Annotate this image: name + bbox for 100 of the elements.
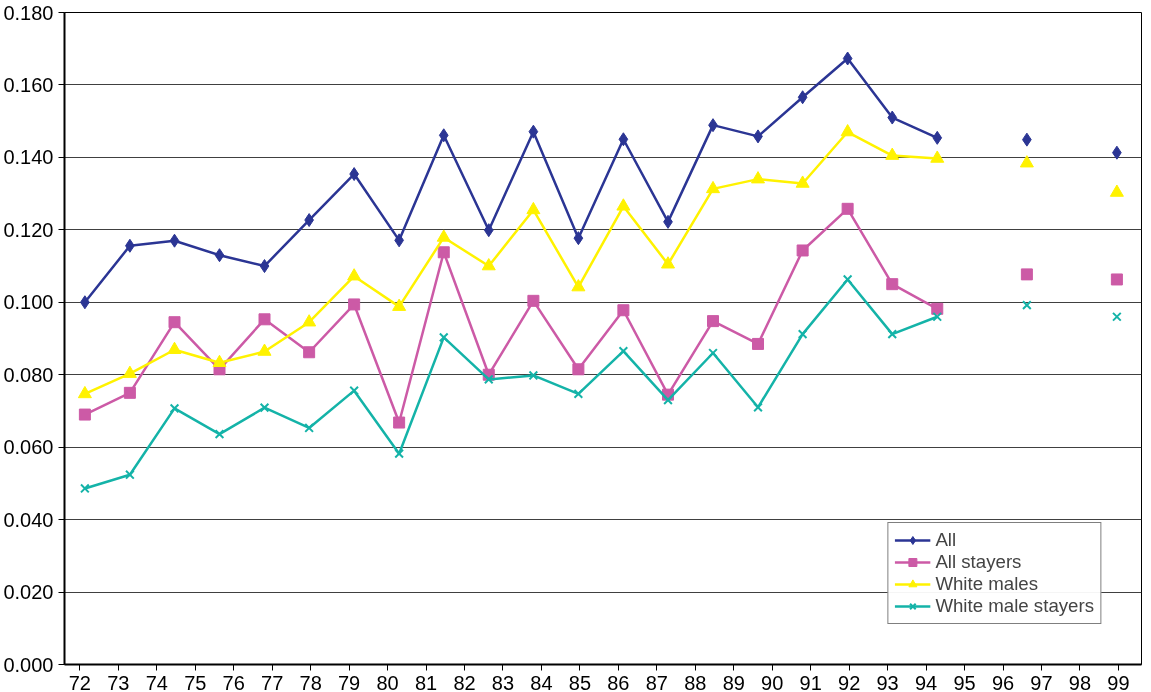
legend-label: White male stayers — [935, 595, 1094, 617]
point — [618, 132, 629, 147]
x-tick-label: 74 — [145, 671, 168, 692]
point — [707, 315, 720, 328]
point — [1020, 268, 1033, 281]
point — [527, 294, 540, 307]
x-tick-label: 92 — [838, 671, 861, 692]
point — [526, 201, 541, 215]
y-tick-label: 0.120 — [3, 218, 54, 241]
legend-label: All stayers — [935, 551, 1022, 573]
point — [886, 278, 899, 291]
point — [483, 223, 494, 238]
point — [617, 304, 630, 317]
point — [167, 341, 182, 354]
legend-label: White males — [935, 573, 1039, 595]
point — [483, 374, 494, 385]
point — [169, 403, 180, 414]
point — [1111, 311, 1122, 322]
point — [573, 231, 584, 246]
x-tick-label: 73 — [107, 671, 130, 692]
y-tick-label: 0.080 — [3, 363, 54, 386]
x-tick-label: 83 — [491, 671, 515, 692]
point — [797, 90, 808, 105]
point — [528, 370, 539, 381]
point — [303, 346, 316, 359]
x-tick-label: 80 — [376, 671, 399, 692]
point — [1021, 300, 1032, 311]
x-tick-label: 87 — [645, 671, 668, 692]
point — [258, 313, 271, 326]
point — [125, 469, 135, 480]
point — [80, 483, 90, 494]
point — [393, 416, 406, 429]
x-tick-label: 81 — [414, 671, 438, 692]
point — [348, 298, 361, 311]
point — [796, 244, 809, 257]
point — [394, 448, 405, 459]
x-tick-label: 76 — [222, 671, 245, 692]
y-tick-label: 0.000 — [3, 653, 54, 676]
point — [214, 248, 225, 263]
x-tick-label: 79 — [338, 671, 361, 692]
x-tick-label: 98 — [1068, 671, 1092, 692]
x-tick-label: 90 — [761, 671, 784, 692]
y-tick-label: 0.160 — [3, 73, 54, 96]
point — [123, 386, 136, 399]
point — [438, 332, 449, 343]
point — [1110, 273, 1123, 286]
point — [706, 180, 721, 194]
point — [795, 175, 810, 188]
x-tick-label: 72 — [68, 671, 92, 692]
point — [842, 51, 853, 66]
point — [840, 124, 855, 137]
point — [751, 171, 766, 184]
point — [259, 259, 270, 274]
x-tick-label: 85 — [568, 671, 592, 692]
point — [930, 150, 945, 163]
point — [347, 268, 362, 281]
x-tick-label: 84 — [530, 671, 553, 692]
y-tick-label: 0.140 — [3, 146, 54, 169]
point — [616, 198, 631, 211]
point — [212, 354, 227, 368]
x-tick-label: 96 — [991, 671, 1015, 692]
x-tick-label: 75 — [184, 671, 207, 692]
point — [122, 365, 137, 378]
point — [302, 314, 317, 327]
point — [887, 110, 898, 125]
point — [78, 408, 91, 421]
point — [168, 316, 181, 329]
point — [618, 346, 629, 357]
point — [572, 363, 585, 376]
x-tick-label: 78 — [299, 671, 322, 692]
x-tick-label: 77 — [261, 671, 284, 692]
point — [752, 337, 765, 350]
point — [437, 246, 450, 259]
point — [708, 348, 718, 358]
point — [797, 329, 808, 340]
point — [932, 130, 943, 145]
point — [259, 402, 270, 413]
point — [436, 229, 451, 242]
point — [1019, 155, 1034, 168]
x-tick-label: 89 — [722, 671, 745, 692]
point — [573, 389, 584, 399]
point — [571, 279, 586, 292]
point — [661, 256, 675, 269]
point — [257, 343, 272, 356]
x-tick-label: 99 — [1107, 671, 1130, 692]
point — [481, 258, 496, 271]
x-tick-label: 97 — [1030, 671, 1053, 692]
legend-label: All — [935, 529, 957, 551]
point — [841, 202, 854, 215]
x-tick-label: 94 — [914, 671, 938, 692]
x-tick-label: 95 — [953, 671, 976, 692]
point — [528, 124, 539, 139]
point — [349, 385, 360, 396]
y-tick-label: 0.180 — [3, 1, 54, 24]
point — [77, 385, 92, 399]
point — [304, 423, 315, 433]
point — [1109, 184, 1124, 197]
x-tick-label: 93 — [876, 671, 899, 692]
point — [931, 302, 944, 315]
point — [214, 429, 225, 440]
